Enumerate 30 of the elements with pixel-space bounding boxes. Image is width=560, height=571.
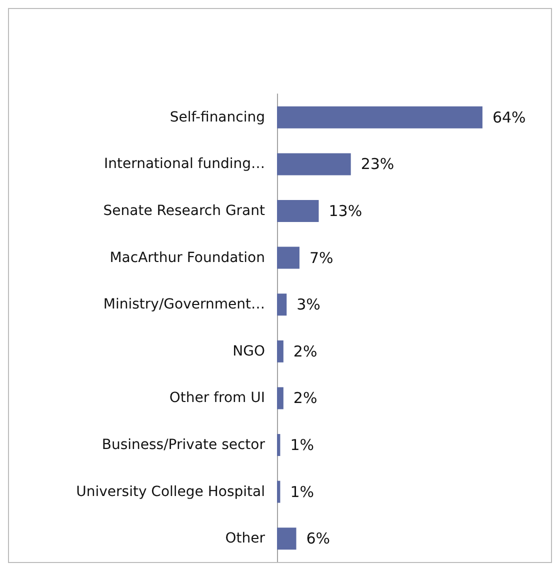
y-tick-label: Business/Private sector [102, 437, 266, 453]
data-label: 13% [328, 202, 362, 220]
y-tick-label: NGO [232, 343, 265, 360]
data-label: 23% [360, 155, 394, 174]
bar [277, 153, 351, 176]
y-tick-label: Other [225, 530, 266, 547]
data-label: 2% [293, 342, 318, 360]
y-tick-label: Ministry/Government… [103, 296, 265, 313]
data-label: 6% [306, 530, 330, 548]
bar [277, 480, 280, 503]
y-tick-label: Senate Research Grant [103, 203, 266, 219]
bar [277, 246, 300, 269]
bar [277, 106, 482, 128]
bar [277, 294, 287, 316]
y-tick-label: Other from UI [169, 390, 265, 406]
bar [277, 200, 319, 222]
y-tick-label: Self-financing [170, 109, 265, 126]
data-label: 64% [492, 108, 526, 126]
data-label: 1% [290, 436, 314, 454]
data-label: 3% [296, 296, 320, 314]
bar [277, 340, 284, 362]
bar [277, 387, 284, 410]
data-label: 2% [293, 389, 318, 408]
bar [277, 434, 280, 456]
bar [277, 528, 296, 550]
y-tick-label: International funding… [104, 156, 265, 172]
y-tick-label: University College Hospital [76, 484, 265, 500]
y-tick-label: MacArthur Foundation [110, 250, 265, 266]
data-label: 1% [290, 482, 314, 501]
data-label: 7% [309, 248, 334, 267]
